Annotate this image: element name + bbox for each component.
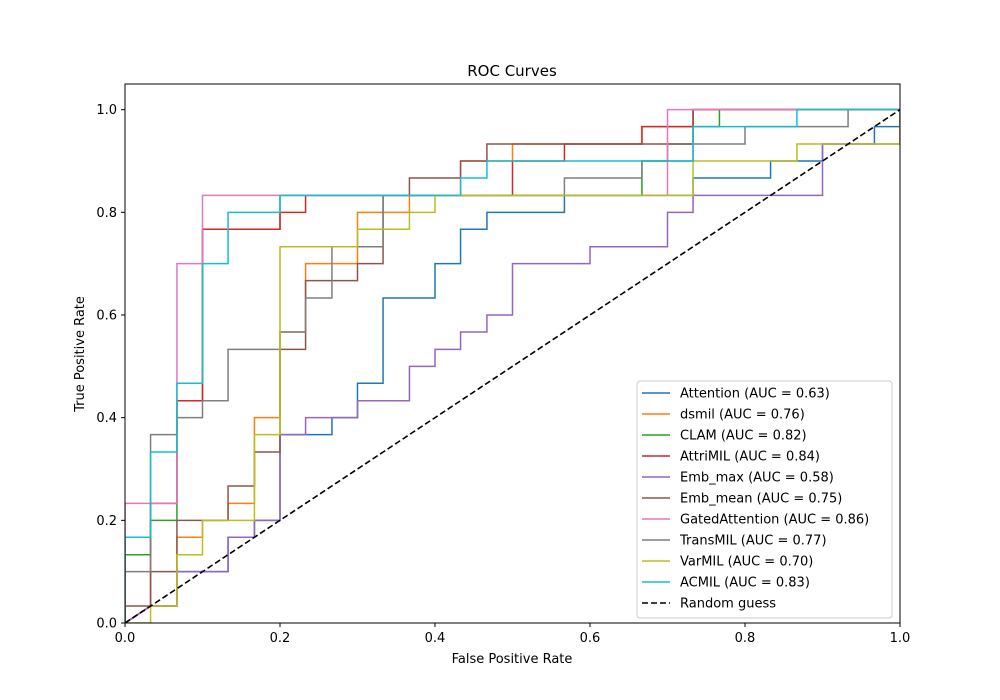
legend-label-4: Emb_max (AUC = 0.58) xyxy=(680,471,834,486)
axis-ticks: 0.0 0.2 0.4 0.6 0.8 1.0 0.0 0.2 0.4 0.6 0.8 1.0 xyxy=(96,103,910,646)
y-tick-label-0: 0.0 xyxy=(96,617,117,632)
legend-label-8: VarMIL (AUC = 0.70) xyxy=(680,555,813,570)
x-tick-label-5: 1.0 xyxy=(890,631,911,646)
x-tick-label-0: 0.0 xyxy=(115,631,136,646)
legend-label-9: ACMIL (AUC = 0.83) xyxy=(680,576,810,591)
y-tick-label-2: 0.4 xyxy=(96,411,117,426)
roc-series-4 xyxy=(125,109,900,623)
legend-label-1: dsmil (AUC = 0.76) xyxy=(680,408,805,423)
legend-label-5: Emb_mean (AUC = 0.75) xyxy=(680,492,842,507)
chart-title: ROC Curves xyxy=(467,62,557,80)
legend-label-10: Random guess xyxy=(680,597,776,612)
roc-series-9 xyxy=(125,108,900,623)
roc-series-8 xyxy=(125,109,900,623)
y-tick-label-4: 0.8 xyxy=(96,206,117,221)
legend-label-2: CLAM (AUC = 0.82) xyxy=(680,429,807,444)
series-group xyxy=(125,108,900,623)
y-tick-label-1: 0.2 xyxy=(96,514,117,529)
plot-area xyxy=(125,108,900,623)
y-axis-label: True Positive Rate xyxy=(73,296,88,413)
random-guess-line xyxy=(125,108,900,623)
legend-label-3: AttriMIL (AUC = 0.84) xyxy=(680,450,820,465)
x-tick-label-3: 0.6 xyxy=(580,631,601,646)
plot-frame xyxy=(124,83,901,624)
x-axis-label: False Positive Rate xyxy=(452,652,573,667)
x-tick-label-1: 0.2 xyxy=(270,631,291,646)
x-tick-label-2: 0.4 xyxy=(425,631,446,646)
legend-box xyxy=(636,380,893,619)
legend-label-6: GatedAttention (AUC = 0.86) xyxy=(680,513,869,528)
y-tick-label-3: 0.6 xyxy=(96,309,117,324)
legend-label-7: TransMIL (AUC = 0.77) xyxy=(679,534,827,549)
y-tick-label-5: 1.0 xyxy=(96,103,117,118)
legend-label-0: Attention (AUC = 0.63) xyxy=(680,387,830,402)
x-tick-label-4: 0.8 xyxy=(735,631,756,646)
legend: Attention (AUC = 0.63) dsmil (AUC = 0.76)… xyxy=(636,380,893,619)
